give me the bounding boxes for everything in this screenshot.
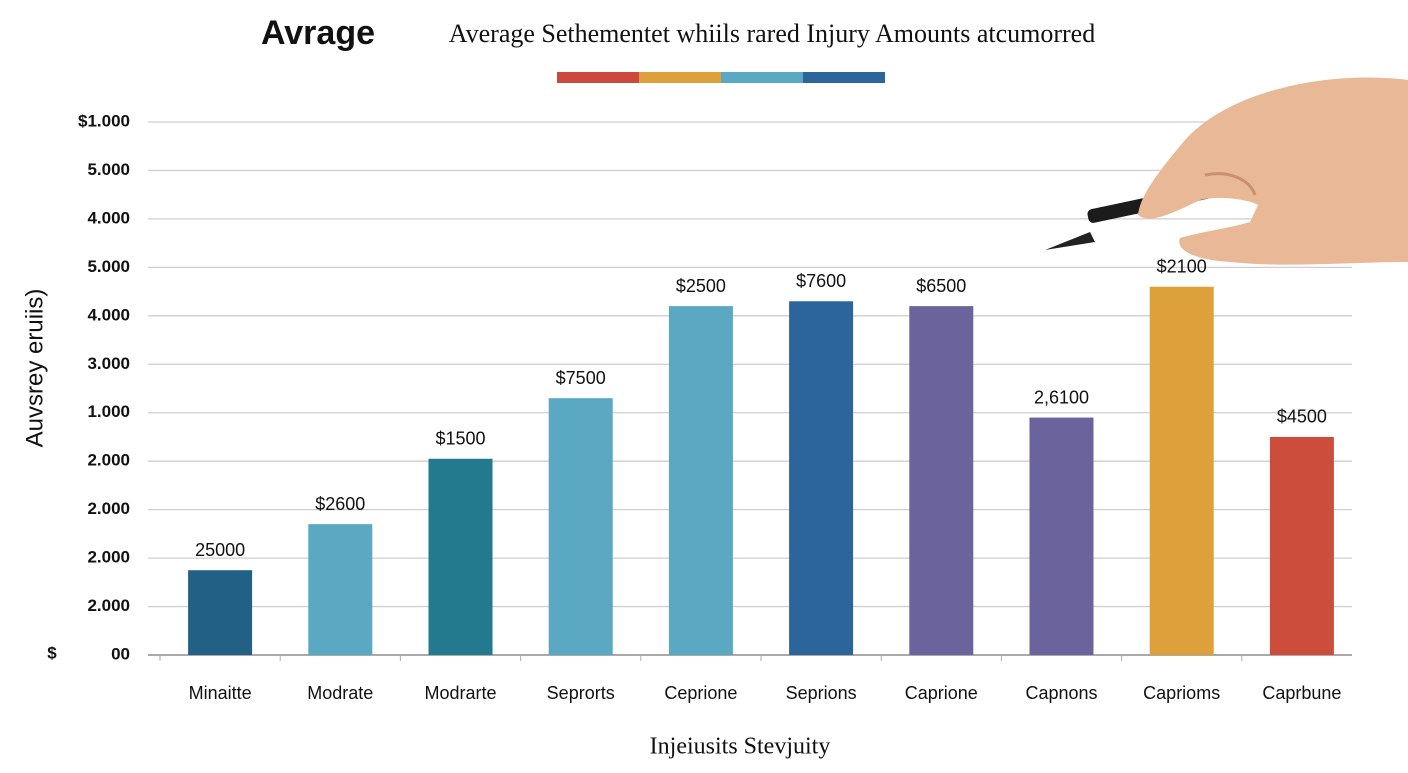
- bar-annotation: $4500: [1277, 407, 1327, 427]
- y-tick-label: 1.000: [87, 402, 130, 421]
- bar-annotation: $2100: [1157, 256, 1207, 276]
- y-tick-label: 2.000: [87, 451, 130, 470]
- x-tick-label: Seprorts: [547, 683, 615, 703]
- bar-annotation: $7600: [796, 271, 846, 291]
- bar: [1149, 286, 1214, 655]
- bar: [668, 306, 733, 655]
- y-tick-label: 2.000: [87, 596, 130, 615]
- bar-annotation: $2600: [315, 494, 365, 514]
- y-tick-label: 4.000: [87, 208, 130, 227]
- x-tick-label: Minaitte: [189, 683, 252, 703]
- x-tick-label: Seprions: [786, 683, 857, 703]
- y-tick-label: $1.000: [78, 111, 130, 130]
- y-axis-label: Auvsrey eruiis): [21, 289, 48, 448]
- x-axis-label: Injeiusits Stevjuity: [650, 734, 831, 760]
- x-tick-label: Modrarte: [424, 683, 496, 703]
- y-tick-label: 4.000: [87, 305, 130, 324]
- legend-swatch: [639, 72, 721, 83]
- bar-annotation: $6500: [916, 276, 966, 296]
- bar: [909, 306, 974, 655]
- legend-swatch: [721, 72, 803, 83]
- y-axis-unit: $: [47, 643, 57, 662]
- x-tick-label: Capnons: [1025, 683, 1097, 703]
- bar: [1269, 436, 1334, 655]
- bar-annotation: $1500: [435, 429, 485, 449]
- chart-title: Average Sethementet whiils rared Injury …: [449, 19, 1095, 48]
- y-tick-label: 2.000: [87, 499, 130, 518]
- y-tick-label: 5.000: [87, 160, 130, 179]
- bar: [548, 398, 613, 655]
- bar: [308, 524, 373, 655]
- bar-annotation: $7500: [556, 368, 606, 388]
- legend-swatch: [557, 72, 639, 83]
- bar: [1029, 417, 1094, 655]
- x-tick-label: Modrate: [307, 683, 373, 703]
- hand-illustration: [1045, 77, 1408, 265]
- x-tick-label: Ceprione: [664, 683, 737, 703]
- y-tick-label: 3.000: [87, 354, 130, 373]
- y-tick-label: 00: [111, 644, 130, 663]
- x-tick-label: Caprioms: [1143, 683, 1220, 703]
- bar: [789, 301, 854, 655]
- bar: [428, 458, 493, 655]
- x-tick-label: Caprbune: [1262, 683, 1341, 703]
- x-tick-label: Caprione: [905, 683, 978, 703]
- bar-annotation: 2,6100: [1034, 387, 1089, 407]
- bar: [188, 570, 253, 655]
- legend-swatch: [803, 72, 885, 83]
- y-tick-label: 5.000: [87, 257, 130, 276]
- title-prefix: Avrage: [261, 14, 375, 52]
- bar-annotation: 25000: [195, 540, 245, 560]
- bar-annotation: $2500: [676, 276, 726, 296]
- y-tick-label: 2.000: [87, 548, 130, 567]
